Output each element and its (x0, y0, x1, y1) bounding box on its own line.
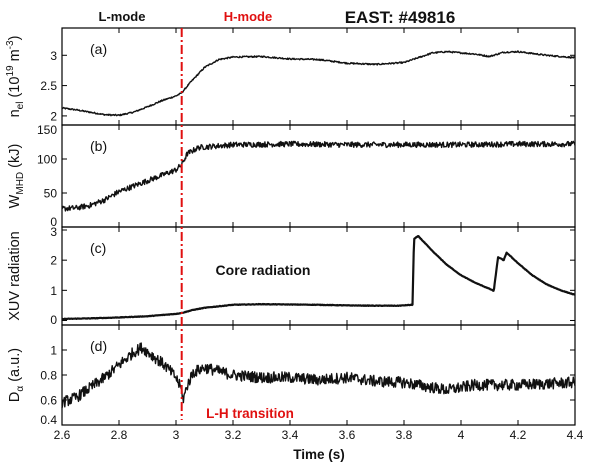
x-tick-label: 3 (173, 428, 180, 442)
y-tick-label: 2 (50, 254, 57, 268)
y-tick-label: 2 (50, 109, 57, 123)
core-radiation-label: Core radiation (216, 262, 311, 278)
panel-label: (a) (90, 41, 107, 57)
x-axis-label: Time (s) (293, 447, 345, 462)
y-axis-label: nel (1019 m-3) (5, 36, 26, 118)
x-tick-label: 2.6 (54, 428, 71, 442)
y-tick-label: 1 (50, 344, 57, 358)
panel-label: (b) (90, 138, 107, 154)
x-tick-label: 4 (458, 428, 465, 442)
x-tick-labels: 2.6 2.8 3 3.2 3.4 3.6 3.8 4 4.2 4.4 (54, 428, 584, 442)
y-axis-label: XUV radiation (7, 231, 23, 320)
series-line (61, 50, 576, 117)
y-tick-label: 50 (44, 187, 58, 201)
x-tick-label: 3.2 (225, 428, 242, 442)
series-line (61, 140, 576, 212)
y-tick-label: 0.6 (40, 394, 57, 408)
header-shot: EAST: #49816 (345, 8, 456, 27)
panel-label: (d) (90, 338, 107, 354)
y-tick-label: 0.8 (40, 369, 57, 383)
panel-d: 0.4 0.6 0.8 1 (d) Dα (a.u.) (7, 324, 576, 427)
transition-label: L-H transition (206, 406, 294, 421)
y-tick-label: 3 (50, 49, 57, 63)
x-tick-label: 4.2 (510, 428, 527, 442)
x-tick-label: 3.6 (339, 428, 356, 442)
panels: 2 2.5 3 (a) nel (1019 m-3) 0 50 100 150 (b) WMHD (… (5, 27, 576, 427)
y-tick-label: 0 (50, 215, 57, 229)
x-tick-label: 3.4 (282, 428, 299, 442)
y-tick-label: 2.5 (40, 79, 57, 93)
series-line (61, 342, 576, 409)
x-tick-label: 4.4 (567, 428, 584, 442)
y-tick-label: 1 (50, 284, 57, 298)
y-tick-label: 100 (37, 153, 57, 167)
series-line (61, 235, 576, 321)
panel-label: (c) (90, 240, 106, 256)
x-tick-label: 3.8 (396, 428, 413, 442)
y-axis-label: Dα (a.u.) (7, 348, 26, 402)
y-tick-label: 150 (37, 123, 57, 137)
y-axis-label: WMHD (kJ) (7, 144, 26, 209)
panel-c: 0 1 2 3 (c) XUV radiation (7, 225, 576, 327)
header-hmode: H-mode (224, 9, 272, 24)
y-tick-label: 0.4 (40, 413, 57, 427)
y-tick-label: 0 (50, 313, 57, 327)
header-lmode: L-mode (99, 9, 146, 24)
panel-b: 0 50 100 150 (b) WMHD (kJ) (7, 123, 576, 229)
x-tick-label: 2.8 (111, 428, 128, 442)
y-tick-label: 3 (50, 225, 57, 239)
